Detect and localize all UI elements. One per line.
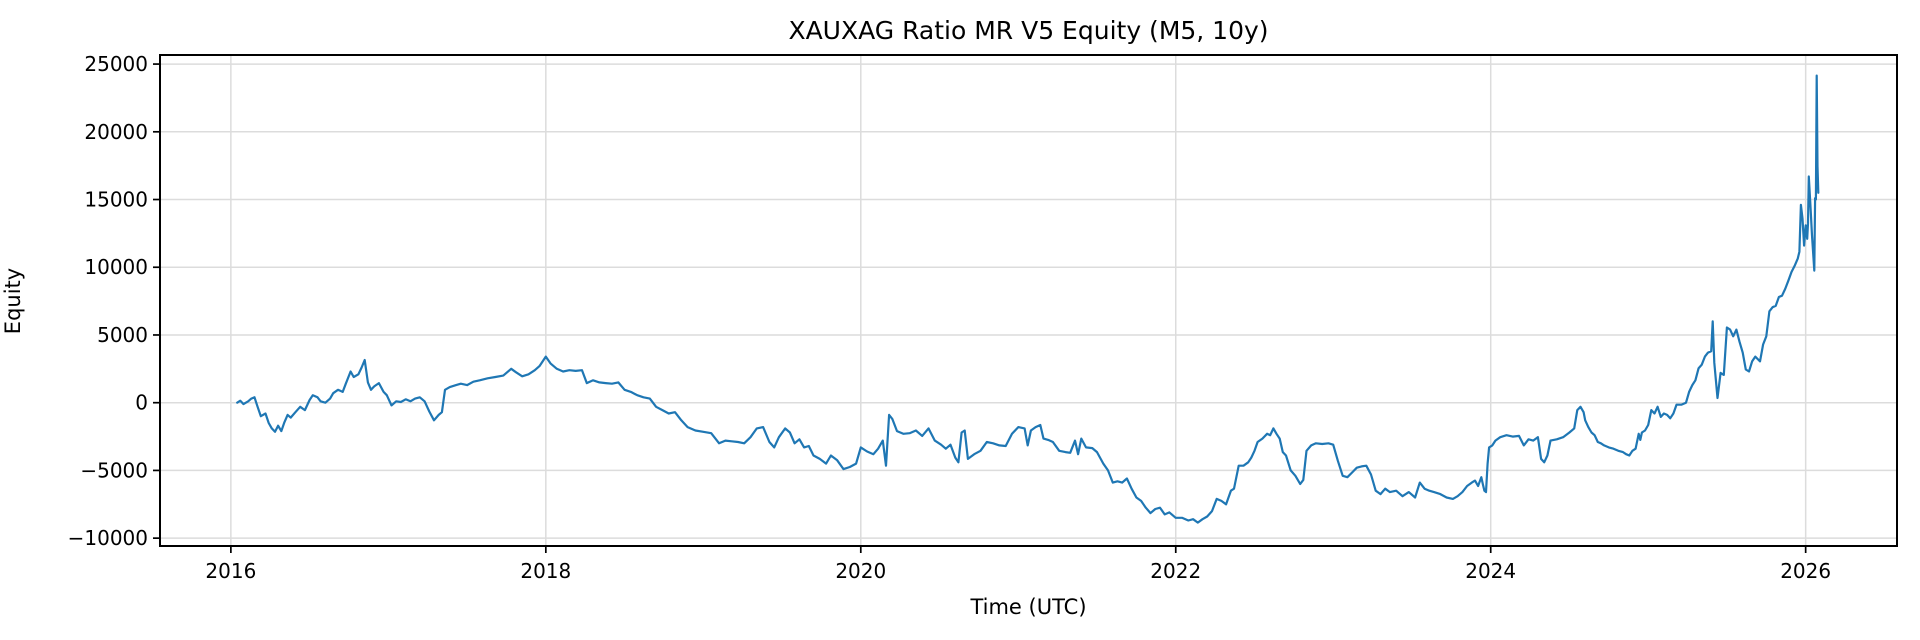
y-tick-label: 0 <box>135 391 148 415</box>
x-tick-label: 2016 <box>205 559 256 583</box>
equity-line <box>236 74 1820 524</box>
x-tick-label: 2020 <box>835 559 886 583</box>
x-tick-label: 2026 <box>1780 559 1831 583</box>
y-tick-label: 25000 <box>84 52 148 76</box>
axis-ticks <box>153 63 1807 553</box>
x-tick-label: 2024 <box>1465 559 1516 583</box>
plot-frame <box>159 54 1898 547</box>
y-tick-label: −10000 <box>68 526 148 550</box>
grid-lines <box>160 55 1897 546</box>
x-axis-label: Time (UTC) <box>970 595 1087 619</box>
y-axis-label: Equity <box>1 267 25 335</box>
y-tick-label: 20000 <box>84 120 148 144</box>
y-tick-label: −5000 <box>80 458 148 482</box>
axis-tick-labels: −10000 −5000 0 5000 10000 15000 20000 25000 2016… <box>68 52 1832 583</box>
x-tick-label: 2022 <box>1150 559 1201 583</box>
y-tick-label: 15000 <box>84 188 148 212</box>
x-tick-label: 2018 <box>520 559 571 583</box>
y-tick-label: 5000 <box>97 323 148 347</box>
y-tick-label: 10000 <box>84 255 148 279</box>
chart-title: XAUXAG Ratio MR V5 Equity (M5, 10y) <box>788 16 1269 45</box>
